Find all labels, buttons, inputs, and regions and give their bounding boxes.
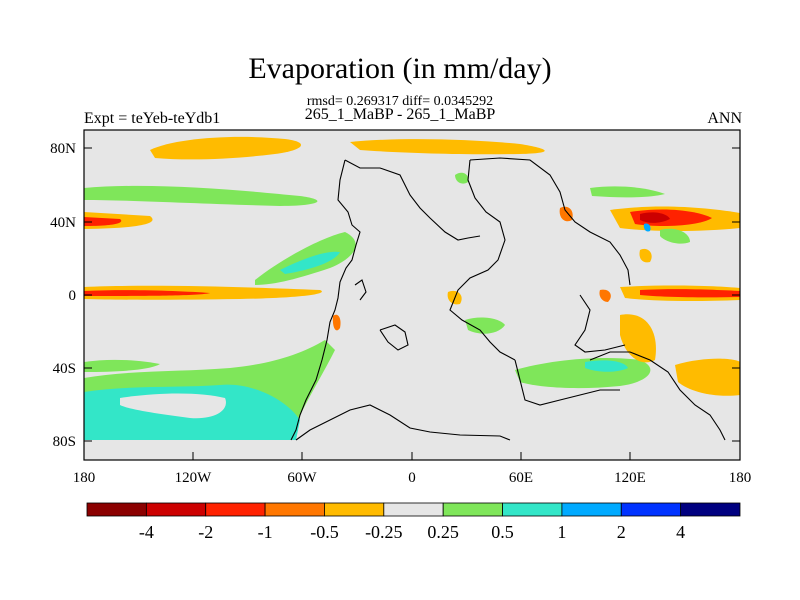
contour-green-south-atlantic bbox=[84, 359, 160, 372]
experiment-label: Expt = teYeb-teYdb1 bbox=[84, 110, 221, 127]
contour-green-kamchatka bbox=[660, 228, 690, 244]
lat-label: 80N bbox=[50, 141, 76, 157]
contour-green-siberia bbox=[590, 186, 665, 198]
colorbar-label: 1 bbox=[557, 522, 566, 542]
contour-green-eastpacific bbox=[255, 232, 356, 285]
lon-label: 120E bbox=[614, 470, 646, 486]
lon-label: 60W bbox=[287, 470, 317, 486]
colorbar-swatch bbox=[620, 502, 682, 517]
contour-red-equator-right bbox=[640, 289, 740, 298]
colorbar-swatch bbox=[205, 502, 266, 517]
colorbar-label: 0.25 bbox=[427, 522, 459, 542]
stats-line: rmsd= 0.269317 diff= 0.0345292 bbox=[306, 94, 494, 109]
lat-label: 40S bbox=[53, 361, 76, 377]
colorbar-label: -2 bbox=[198, 522, 213, 542]
contour-red-equator-left bbox=[84, 290, 210, 296]
contour-fields bbox=[84, 136, 740, 440]
colorbar-swatch bbox=[383, 502, 444, 517]
lat-label: 0 bbox=[69, 288, 77, 304]
map-title: Evaporation (in mm/day) bbox=[248, 52, 552, 85]
colorbar-swatch bbox=[86, 502, 147, 517]
colorbar-label: 0.5 bbox=[491, 522, 514, 542]
season-label: ANN bbox=[707, 110, 742, 127]
lat-label: 40N bbox=[50, 215, 76, 231]
continent-outlines bbox=[290, 157, 726, 441]
contour-green-arctic-spot bbox=[455, 172, 469, 184]
contour-blue-japan-spot bbox=[643, 223, 651, 232]
contour-orange-japan-spot bbox=[559, 206, 573, 222]
contour-green-africa bbox=[465, 317, 505, 334]
lon-label: 0 bbox=[408, 470, 416, 486]
contour-orange-australia-east bbox=[675, 358, 740, 396]
colorbar-label: -1 bbox=[258, 522, 273, 542]
colorbar-swatch bbox=[502, 502, 563, 517]
contour-orange-top-center bbox=[350, 139, 545, 155]
contour-orange-westpacific-south bbox=[620, 314, 656, 363]
lon-label: 180 bbox=[73, 470, 96, 486]
contour-cyan-eastpacific bbox=[280, 251, 340, 274]
lon-label: 180 bbox=[729, 470, 752, 486]
contour-orange-sea-spot bbox=[639, 248, 652, 263]
contour-green-pacific-north bbox=[84, 185, 318, 206]
colorbar-label: 2 bbox=[617, 522, 626, 542]
colorbar-label: -0.25 bbox=[365, 522, 403, 542]
lon-label: 60E bbox=[509, 470, 533, 486]
contour-orange-india-spot bbox=[599, 289, 611, 302]
map-frame bbox=[83, 129, 741, 461]
contour-orange-amazon-spot bbox=[332, 314, 341, 331]
contour-red-40n-left bbox=[84, 217, 122, 226]
lon-label: 120W bbox=[175, 470, 213, 486]
contour-gray-south-pacific bbox=[120, 393, 226, 419]
contour-darkred-40n-right bbox=[640, 212, 670, 223]
colorbar-label: 4 bbox=[676, 522, 685, 542]
contour-cyan-indian-south bbox=[585, 360, 628, 372]
colorbar-swatch bbox=[561, 502, 622, 517]
colorbar-swatch bbox=[324, 502, 385, 517]
colorbar-swatch bbox=[264, 502, 325, 517]
lat-ticks bbox=[84, 147, 740, 442]
lat-labels: 80N 40N 0 40S 80S bbox=[50, 141, 76, 450]
colorbar-swatch bbox=[145, 502, 207, 517]
lon-labels: 180 120W 60W 0 60E 120E 180 bbox=[73, 470, 752, 486]
colorbar-swatch bbox=[442, 502, 503, 517]
contour-orange-top-left bbox=[150, 136, 302, 160]
colorbar-swatch bbox=[680, 502, 741, 517]
case-line: 265_1_MaBP - 265_1_MaBP bbox=[304, 106, 496, 123]
colorbar: -4 -2 -1 -0.5 -0.25 0.25 0.5 1 2 4 bbox=[86, 502, 741, 542]
lat-label: 80S bbox=[53, 434, 76, 450]
colorbar-label: -0.5 bbox=[310, 522, 339, 542]
colorbar-label: -4 bbox=[139, 522, 154, 542]
